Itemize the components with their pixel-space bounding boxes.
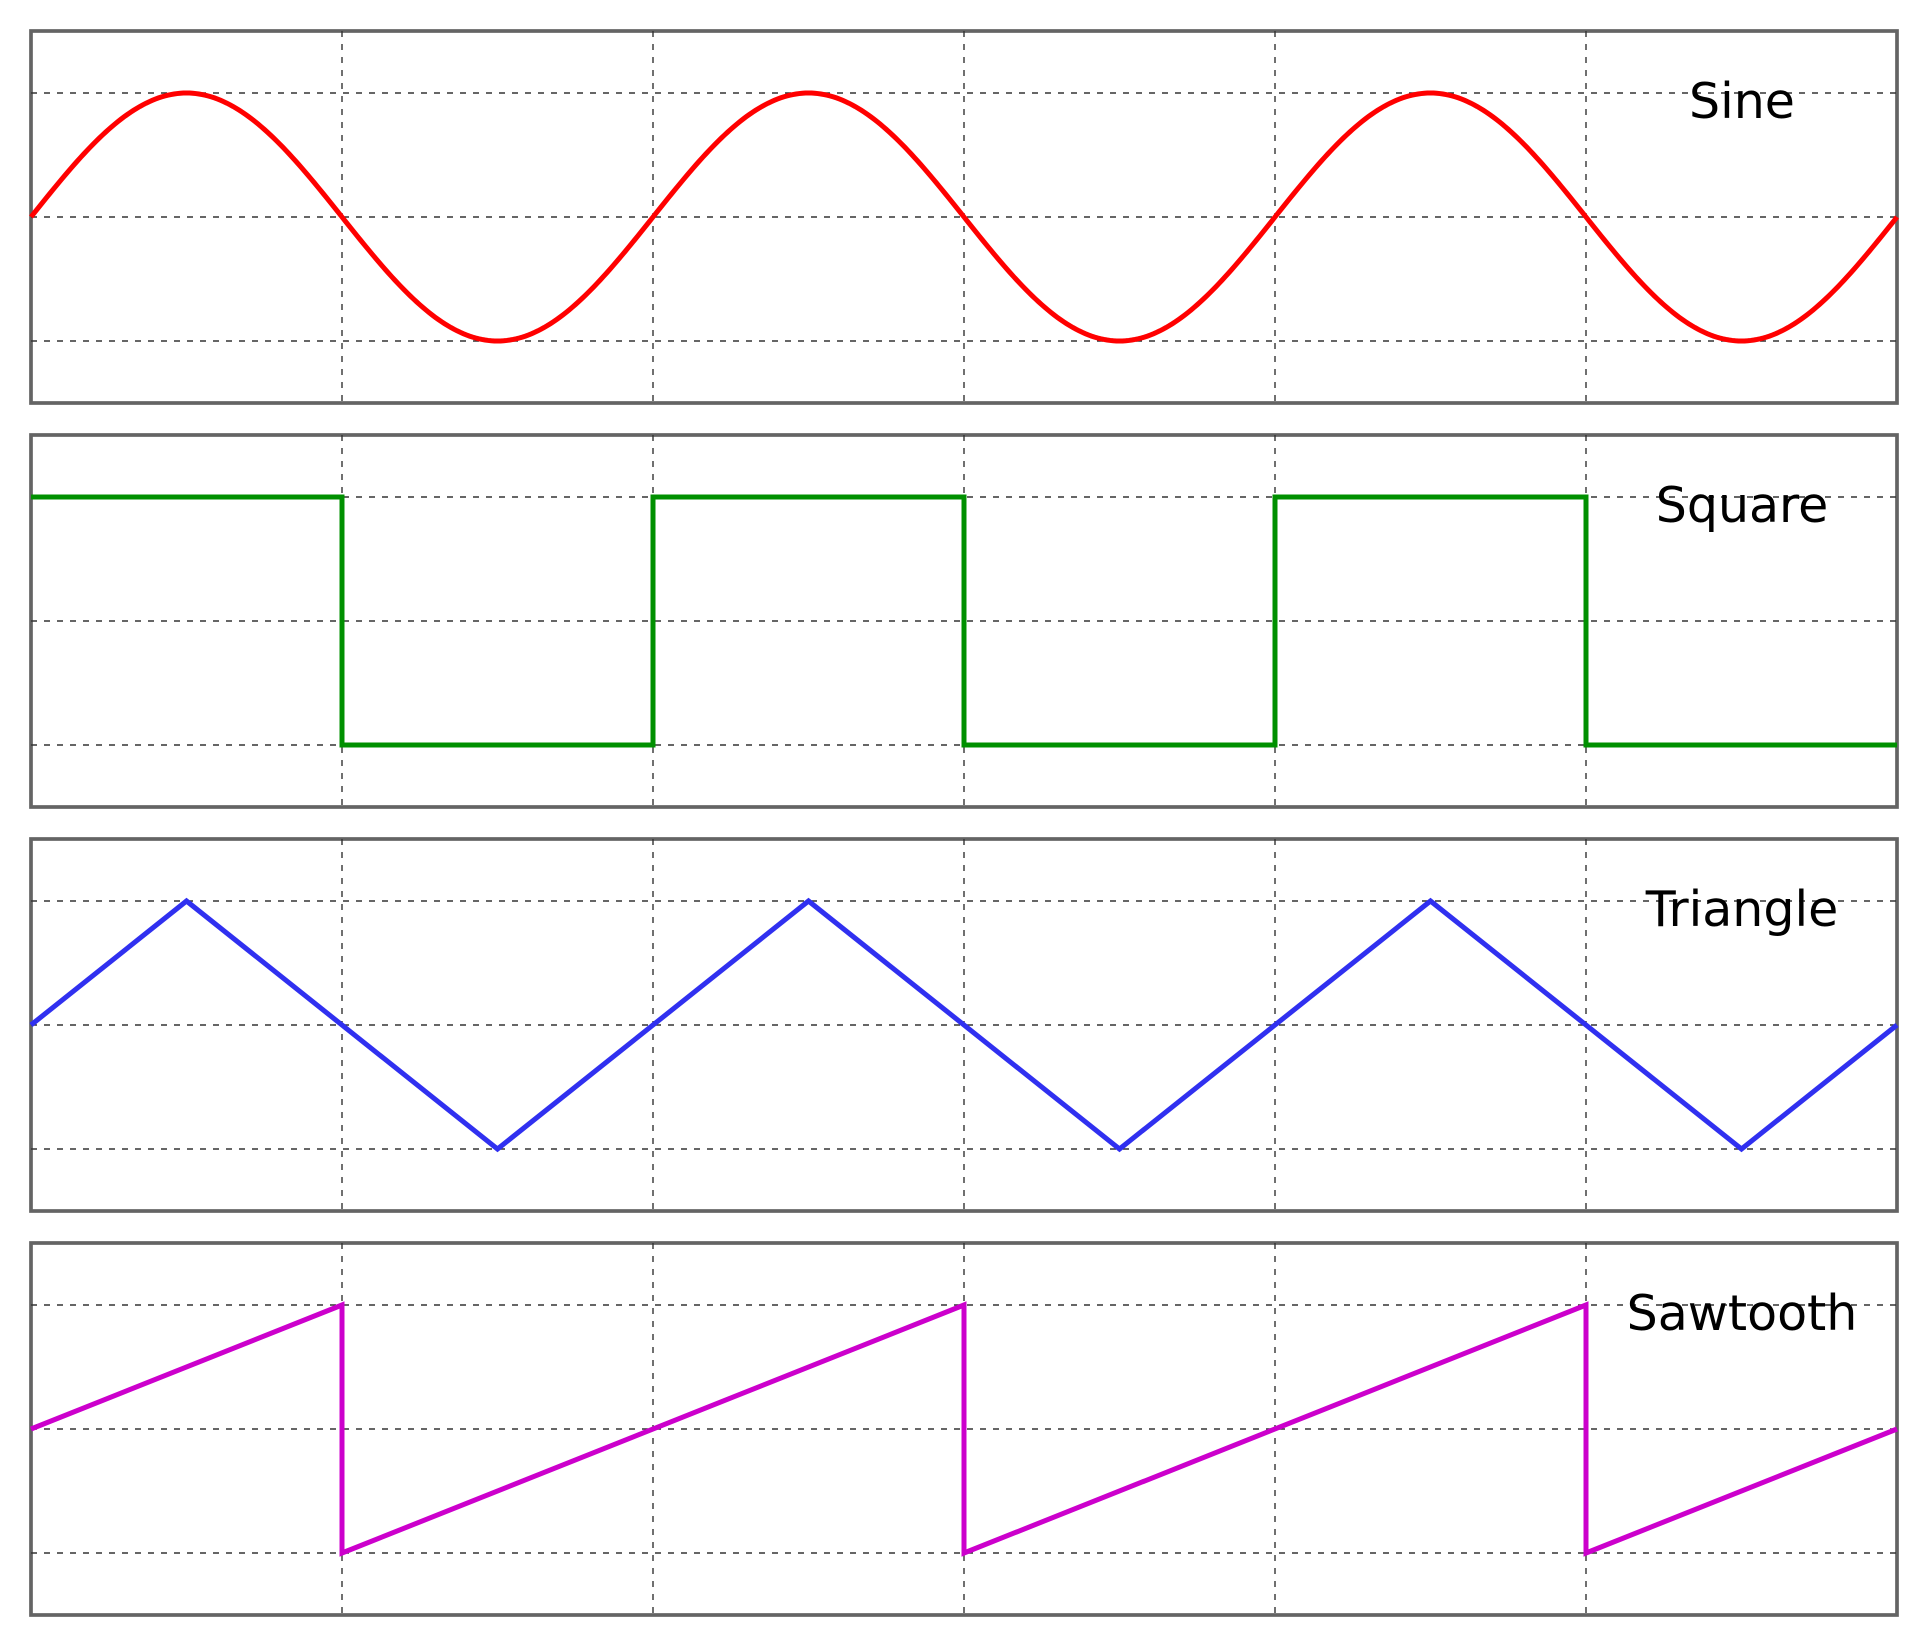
triangle-wave-line: [29, 897, 1899, 1153]
sine-label: Sine: [1689, 73, 1795, 130]
square-wave-line: [31, 494, 1897, 748]
square-panel: Square: [29, 433, 1899, 809]
triangle-label: Triangle: [1645, 881, 1838, 938]
square-label: Square: [1656, 477, 1829, 534]
sine-panel: Sine: [29, 29, 1899, 405]
triangle-panel: Triangle: [29, 837, 1899, 1213]
sawtooth-panel: Sawtooth: [29, 1241, 1899, 1617]
sawtooth-wave-line: [30, 1301, 1898, 1557]
sawtooth-label: Sawtooth: [1627, 1285, 1858, 1342]
sine-wave-line: [29, 90, 1899, 344]
